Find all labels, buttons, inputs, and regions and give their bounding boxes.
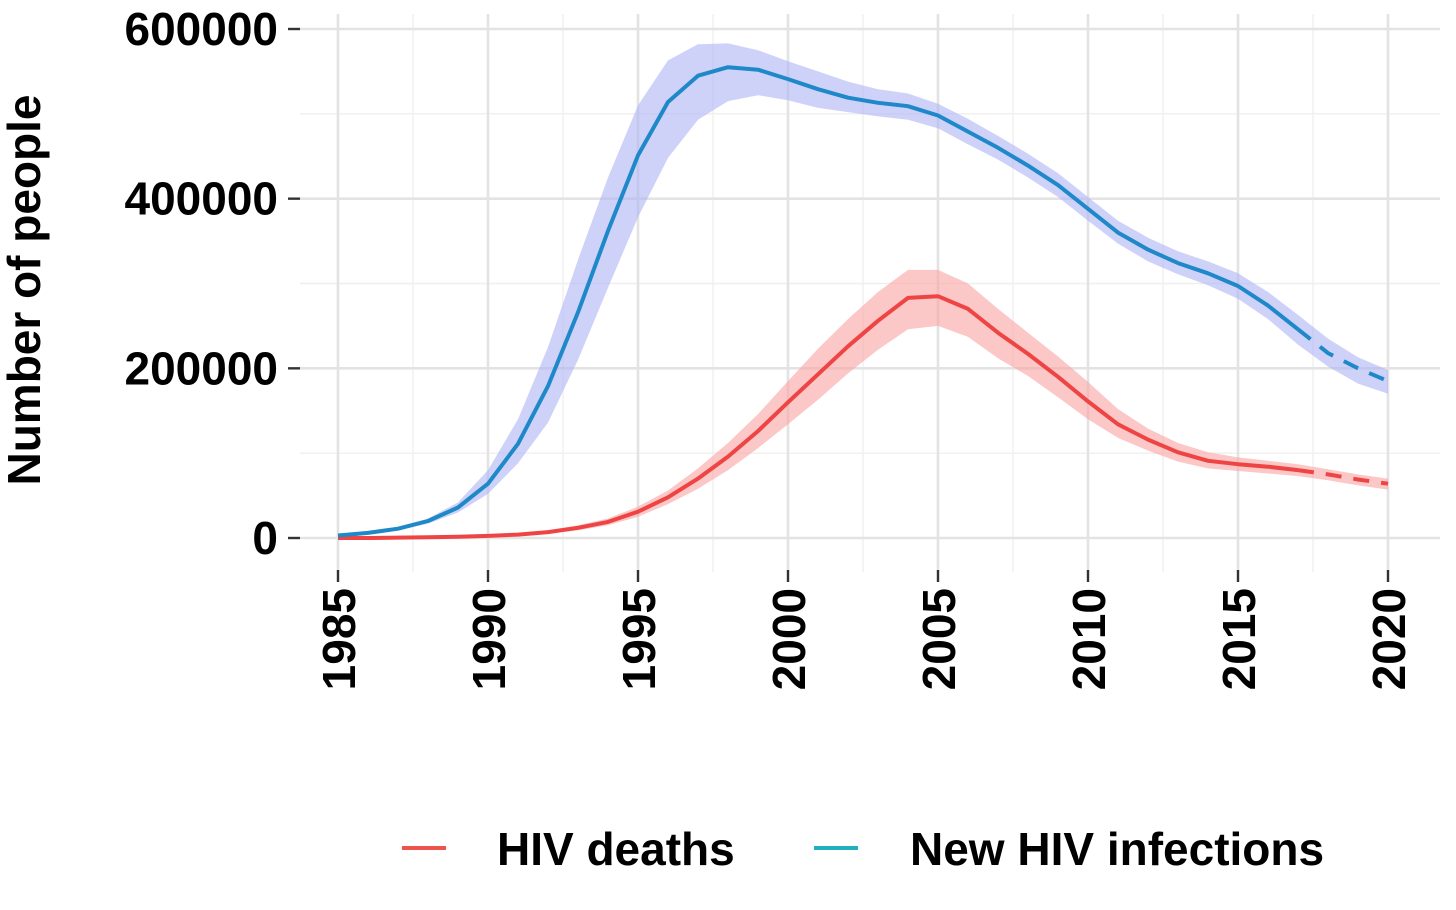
- line-hiv-deaths: [338, 294, 1299, 540]
- line-projection-new-hiv-infections: [1296, 327, 1389, 383]
- y-axis-title: Number of people: [0, 94, 50, 485]
- line-projection-hiv-deaths: [1297, 468, 1389, 486]
- legend: HIV deaths New HIV infections: [402, 823, 1324, 875]
- x-tick-label: 2020: [1363, 588, 1415, 690]
- confidence-bands: [338, 43, 1388, 538]
- x-tick-label: 2005: [913, 588, 965, 690]
- line-new-hiv-infections: [337, 65, 1300, 538]
- y-axis: 0 200000 400000 600000: [125, 3, 300, 564]
- x-axis: 1985 1990 1995 2000 2005 2010 2015 2020: [313, 570, 1415, 690]
- legend-label-new-hiv-infections: New HIV infections: [910, 823, 1324, 875]
- y-tick-label: 600000: [125, 3, 279, 55]
- x-tick-label: 1985: [313, 588, 365, 690]
- x-tick-label: 2000: [763, 588, 815, 690]
- legend-label-hiv-deaths: HIV deaths: [497, 823, 735, 875]
- y-tick-label: 400000: [125, 173, 279, 225]
- x-tick-label: 2015: [1213, 588, 1265, 690]
- grid: [300, 14, 1440, 572]
- y-tick-label: 200000: [125, 342, 279, 394]
- x-tick-label: 1995: [613, 588, 665, 690]
- x-tick-label: 1990: [463, 588, 515, 690]
- x-tick-label: 2010: [1063, 588, 1115, 690]
- y-tick-label: 0: [252, 512, 278, 564]
- band-hiv-deaths: [338, 269, 1388, 538]
- series-lines: [337, 65, 1389, 540]
